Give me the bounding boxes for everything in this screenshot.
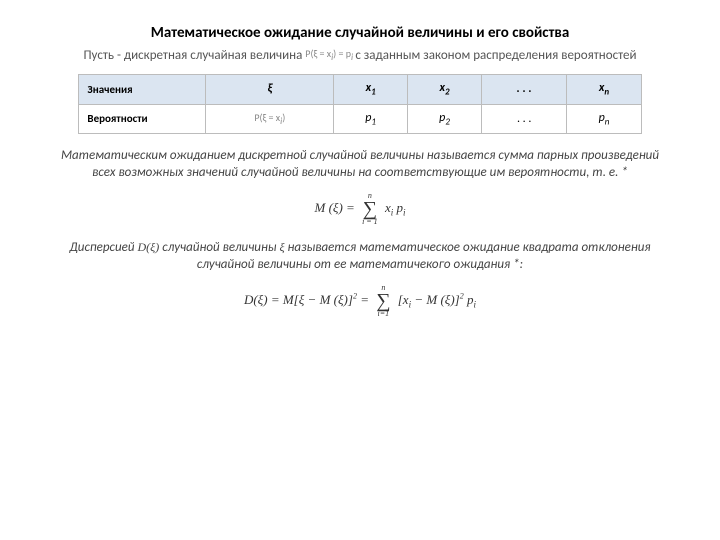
values-label: Значения: [79, 75, 206, 104]
col-p2: p2: [408, 104, 482, 133]
dispersion-formula: D(ξ) = M[ξ − M (ξ)]2 = n ∑ i=1 [xi − M (…: [40, 284, 680, 318]
col-x1: x1: [334, 75, 408, 104]
xi-symbol: ξ: [206, 75, 334, 104]
expectation-formula: M (ξ) = n ∑ i = 1 xi pi: [40, 192, 680, 226]
col-x2: x2: [408, 75, 482, 104]
prob-symbol: P(ξ = xi): [206, 104, 334, 133]
col-pn: pn: [567, 104, 641, 133]
col-dots: . . .: [481, 75, 566, 104]
intro-pre: Пусть - дискретная случайная величина: [83, 48, 302, 63]
table-row: Вероятности P(ξ = xi) p1 p2 . . . pn: [79, 104, 641, 133]
col-dots: . . .: [481, 104, 566, 133]
dispersion-definition: Дисперсией D(ξ) случайной величины ξ наз…: [48, 240, 672, 274]
table-row: Значения ξ x1 x2 . . . xn: [79, 75, 641, 104]
intro-text: Пусть - дискретная случайная величина P(…: [40, 48, 680, 64]
slide-content: Математическое ожидание случайной величи…: [0, 0, 720, 356]
intro-formula: P(ξ = xi) = pi: [305, 47, 355, 60]
sigma-icon: n ∑ i=1: [376, 284, 390, 318]
distribution-table: Значения ξ x1 x2 . . . xn Вероятности P(…: [78, 74, 641, 134]
intro-post: с заданным законом распределения вероятн…: [355, 48, 636, 63]
sigma-icon: n ∑ i = 1: [362, 192, 378, 226]
col-p1: p1: [334, 104, 408, 133]
expectation-definition: Математическим ожиданием дискретной случ…: [48, 148, 672, 182]
slide-title: Математическое ожидание случайной величи…: [40, 24, 680, 42]
prob-label: Вероятности: [79, 104, 206, 133]
col-xn: xn: [567, 75, 641, 104]
